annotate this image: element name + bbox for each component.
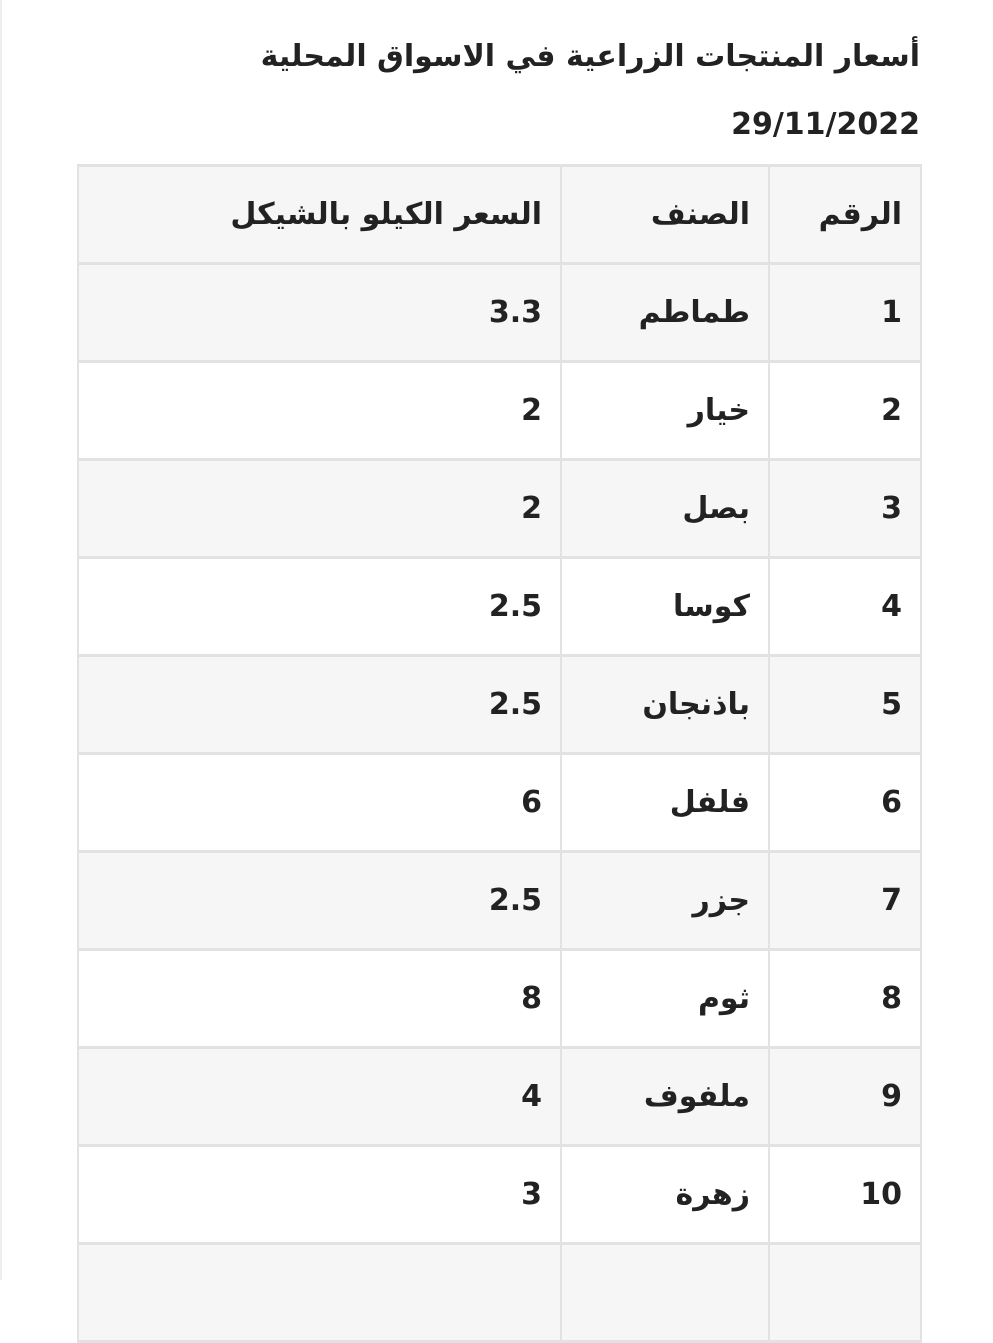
cell-item: باذنجان [560,654,770,755]
cell-item: فلفل [560,752,770,853]
cell-item: طماطم [560,262,770,363]
table-row: 5 باذنجان 2.5 [77,654,922,755]
empty-cell [768,1242,922,1343]
cell-price: 2.5 [77,654,562,755]
prices-table: الرقم الصنف السعر الكيلو بالشيكل 1 طماطم 3… [77,164,922,1343]
empty-cell [560,1242,770,1343]
cell-price: 8 [77,948,562,1049]
table-row: 2 خيار 2 [77,360,922,461]
empty-cell [77,1242,562,1343]
cell-number: 5 [768,654,922,755]
date: 29/11/2022 [731,107,920,142]
header-number: الرقم [768,164,922,265]
cell-number: 7 [768,850,922,951]
cell-number: 4 [768,556,922,657]
cell-price: 4 [77,1046,562,1147]
table-row: 7 جزر 2.5 [77,850,922,951]
cell-item: خيار [560,360,770,461]
table-row: 4 كوسا 2.5 [77,556,922,657]
table-row-partial [77,1242,922,1343]
table-row: 6 فلفل 6 [77,752,922,853]
cell-item: ملفوف [560,1046,770,1147]
table-header-row: الرقم الصنف السعر الكيلو بالشيكل [77,164,922,265]
cell-number: 10 [768,1144,922,1245]
table-row: 10 زهرة 3 [77,1144,922,1245]
cell-item: ثوم [560,948,770,1049]
cell-item: بصل [560,458,770,559]
cell-number: 9 [768,1046,922,1147]
cell-number: 8 [768,948,922,1049]
cell-item: زهرة [560,1144,770,1245]
cell-price: 6 [77,752,562,853]
table-row: 8 ثوم 8 [77,948,922,1049]
cell-number: 2 [768,360,922,461]
cell-item: جزر [560,850,770,951]
cell-price: 3 [77,1144,562,1245]
table-row: 1 طماطم 3.3 [77,262,922,363]
cell-number: 1 [768,262,922,363]
page-title: أسعار المنتجات الزراعية في الاسواق المحل… [260,39,920,74]
table-row: 9 ملفوف 4 [77,1046,922,1147]
cell-price: 2 [77,458,562,559]
cell-number: 6 [768,752,922,853]
cell-item: كوسا [560,556,770,657]
cell-price: 2.5 [77,850,562,951]
header-price: السعر الكيلو بالشيكل [77,164,562,265]
cell-price: 2.5 [77,556,562,657]
cell-price: 3.3 [77,262,562,363]
header-item: الصنف [560,164,770,265]
cell-price: 2 [77,360,562,461]
cell-number: 3 [768,458,922,559]
table-row: 3 بصل 2 [77,458,922,559]
